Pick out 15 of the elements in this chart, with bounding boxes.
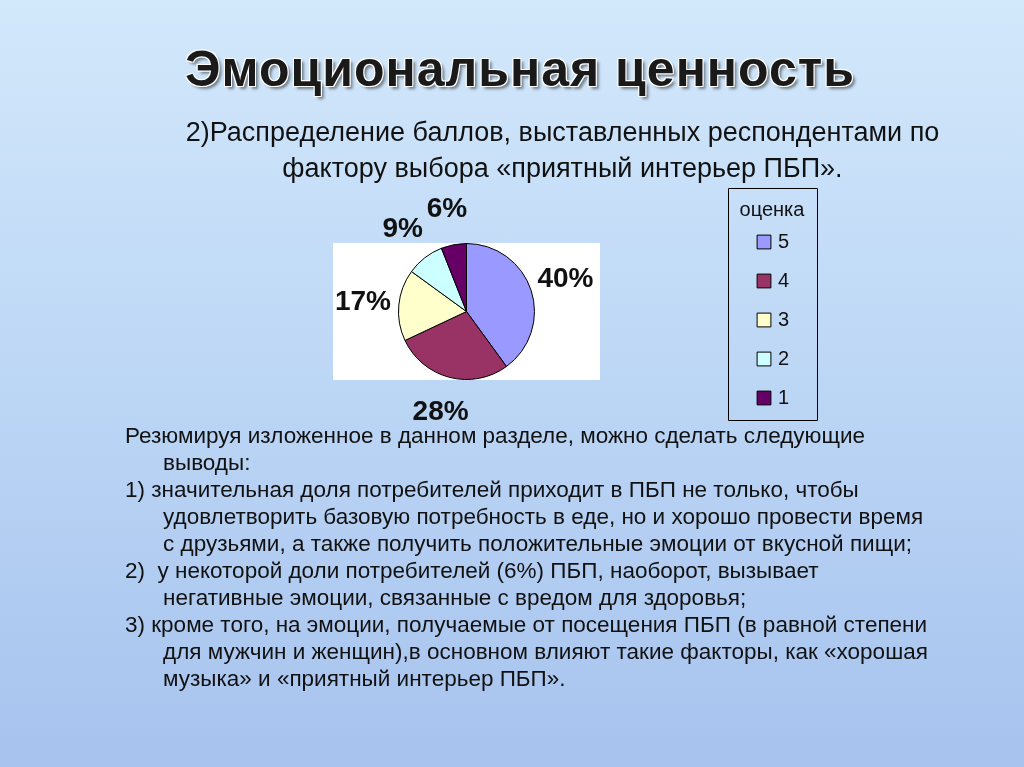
chart-subtitle: 2)Распределение баллов, выставленных респондентами по фактору выбора «приятный интерьер ПБП».: [184, 116, 941, 185]
data-label: 40%: [537, 262, 594, 294]
legend-label: 4: [778, 269, 790, 291]
data-label: 17%: [334, 284, 392, 316]
legend-title: оценка: [739, 198, 806, 220]
chart-title: Эмоциональная ценность: [184, 40, 856, 98]
legend-label: 5: [778, 230, 790, 252]
text: 3) кроме того, на эмоции, получаемые от посещения ПБП (в равной степени для мужчин и женщин),в основном влияют такие факторы, как «хорошая музыка» и «приятный интерьер ПБП».: [125, 611, 929, 692]
legend-label: 3: [778, 308, 790, 330]
text: 1) значительная доля потребителей приходит в ПБП не только, чтобы удовлетворить базовую потребность в еде, но и хорошо провести время с друзьями, а также получить положительные эмоции от вкусной пищи;: [125, 476, 925, 557]
data-label: 9%: [382, 212, 424, 244]
text: 2) у некоторой доли потребителей (6%) ПБП, наоборот, вызывает негативные эмоции, связанные с вредом для здоровья;: [125, 557, 820, 611]
legend-label: 1: [778, 386, 790, 408]
data-label: 6%: [426, 192, 468, 224]
legend-label: 2: [778, 347, 790, 369]
